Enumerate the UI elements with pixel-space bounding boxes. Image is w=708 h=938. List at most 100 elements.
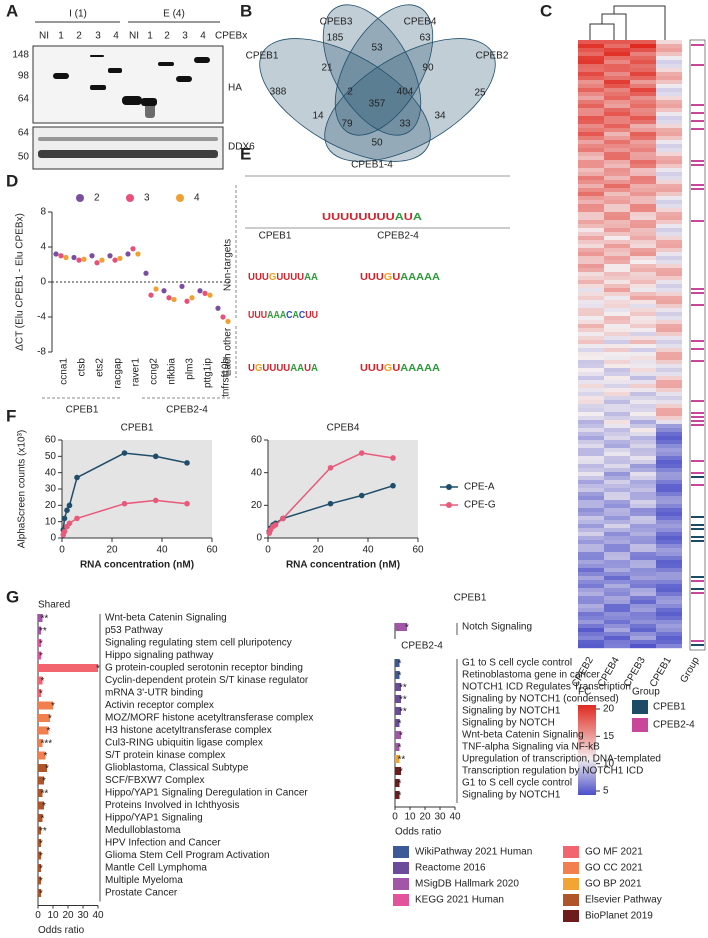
heat-cell	[604, 344, 630, 349]
heat-cell	[630, 136, 656, 141]
dot	[117, 255, 123, 261]
heat-cell	[578, 80, 604, 85]
x-tick-label: 0	[392, 812, 398, 823]
heat-cell	[604, 156, 630, 161]
heat-cell	[656, 92, 682, 97]
heat-cell	[630, 616, 656, 621]
significance: **	[41, 789, 49, 800]
heat-cell	[578, 516, 604, 521]
heat-cell	[656, 540, 682, 545]
heat-cell	[604, 576, 630, 581]
heat-cell	[604, 96, 630, 101]
significance: *	[41, 676, 45, 687]
heat-cell	[578, 276, 604, 281]
heat-cell	[630, 320, 656, 325]
heat-cell	[656, 68, 682, 73]
lane-axis: CPEBx	[215, 31, 247, 42]
heat-cell	[630, 620, 656, 625]
heat-cell	[578, 252, 604, 257]
heat-cell	[656, 396, 682, 401]
bar	[38, 739, 43, 747]
group-cell	[691, 104, 704, 106]
heat-cell	[656, 556, 682, 561]
heat-cell	[656, 312, 682, 317]
logo: UUUGUAAAAA	[360, 363, 440, 374]
heat-cell	[656, 420, 682, 425]
heat-cell	[630, 336, 656, 341]
significance: **	[399, 707, 407, 718]
heat-cell	[630, 52, 656, 57]
bar	[395, 707, 401, 715]
dot	[143, 270, 149, 276]
heat-cell	[656, 388, 682, 393]
bar	[395, 683, 401, 691]
colorbar	[578, 705, 596, 795]
point	[327, 500, 334, 507]
significance: **	[399, 695, 407, 706]
heat-cell	[656, 348, 682, 353]
term-label: Wnt-beta Catenin Signaling	[105, 613, 227, 624]
heat-cell	[630, 240, 656, 245]
y-tick-label: 60	[45, 435, 57, 446]
heat-cell	[630, 236, 656, 241]
heat-cell	[630, 492, 656, 497]
heat-cell	[604, 108, 630, 113]
dot	[63, 254, 69, 261]
point	[121, 500, 128, 507]
heat-cell	[630, 432, 656, 437]
heat-cell	[656, 40, 682, 45]
x-tick-label: 10	[404, 812, 416, 823]
heat-cell	[656, 564, 682, 569]
heat-cell	[630, 340, 656, 345]
heat-cell	[604, 460, 630, 465]
heat-cell	[656, 416, 682, 421]
bar	[38, 676, 43, 685]
heat-cell	[604, 600, 630, 605]
dot	[94, 260, 100, 266]
heat-cell	[630, 384, 656, 389]
heat-cell	[656, 88, 682, 93]
heat-cell	[604, 140, 630, 145]
heat-cell	[578, 336, 604, 341]
heat-cell	[578, 176, 604, 181]
heat-cell	[656, 620, 682, 625]
heat-cell	[656, 520, 682, 525]
heat-cell	[630, 92, 656, 97]
heat-cell	[604, 572, 630, 577]
heat-cell	[656, 452, 682, 457]
heat-cell	[656, 488, 682, 493]
legend-label: Reactome 2016	[415, 863, 486, 874]
x-tick-label: 0	[35, 910, 41, 921]
set-label: CPEB4	[404, 17, 437, 28]
heat-cell	[604, 376, 630, 381]
term-label: mRNA 3'-UTR binding	[105, 688, 203, 699]
heat-cell	[656, 76, 682, 81]
group-cell	[691, 188, 704, 190]
heat-cell	[604, 180, 630, 185]
heat-cell	[578, 192, 604, 197]
point	[184, 460, 190, 466]
chart-title: CPEB4	[327, 423, 360, 434]
logo: UUUAAACACUU	[248, 310, 318, 321]
heat-cell	[578, 552, 604, 557]
heat-cell	[656, 56, 682, 61]
heat-cell	[578, 436, 604, 441]
group-cell	[691, 588, 704, 590]
heat-cell	[656, 124, 682, 129]
heat-cell	[578, 40, 604, 45]
heat-cell	[630, 480, 656, 485]
heat-cell	[630, 524, 656, 529]
heat-cell	[656, 164, 682, 169]
heat-cell	[578, 220, 604, 225]
group-cell	[691, 64, 704, 66]
heat-cell	[656, 96, 682, 101]
y-tick-label: 50	[45, 451, 57, 462]
significance: *	[39, 864, 43, 875]
heat-cell	[630, 464, 656, 469]
bar	[395, 695, 401, 703]
heat-cell	[656, 512, 682, 517]
heat-cell	[604, 220, 630, 225]
heat-cell	[656, 44, 682, 49]
heat-cell	[656, 156, 682, 161]
